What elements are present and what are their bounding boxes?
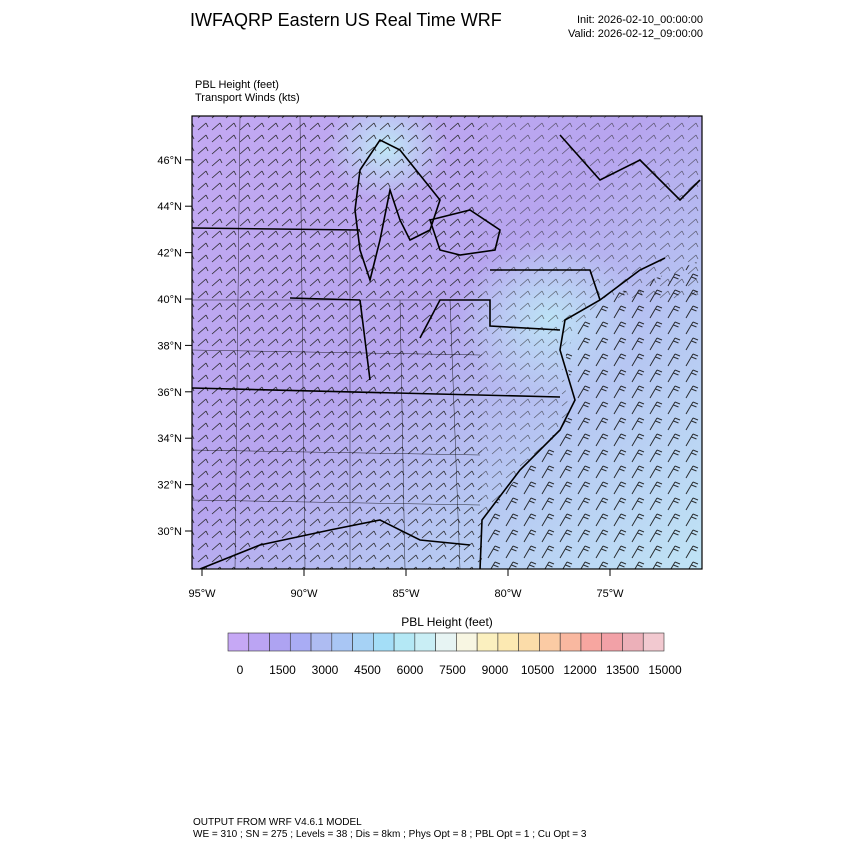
colorbar-box: [352, 632, 374, 652]
colorbar-label: 13500: [606, 663, 640, 677]
lat-label: 42°N: [157, 248, 182, 260]
colorbar-box: [331, 632, 353, 652]
title: IWFAQRP Eastern US Real Time WRF: [190, 10, 502, 30]
footer-line: WE = 310 ; SN = 275 ; Levels = 38 ; Dis …: [193, 829, 587, 840]
colorbar-label: 7500: [439, 663, 466, 677]
colorbar-label: 0: [237, 663, 244, 677]
lon-label: 75°W: [596, 588, 624, 600]
lat-label: 34°N: [157, 433, 182, 445]
colorbar-box: [310, 632, 333, 652]
colorbar-box: [559, 632, 582, 652]
colorbar-box: [456, 632, 478, 652]
colorbar-label: 10500: [521, 663, 555, 677]
lat-label: 30°N: [157, 526, 182, 538]
lat-label: 32°N: [157, 480, 182, 492]
map-ticks: 30°N 32°N 34°N 36°N 38°N 40°N 42°N 44°N 46°N 95°W…: [157, 155, 624, 600]
map-area: [192, 116, 702, 569]
colorbar-label: 9000: [482, 663, 509, 677]
colorbar-box: [435, 632, 457, 652]
colorbar-label: 3000: [312, 663, 339, 677]
colorbar-label: 4500: [354, 663, 381, 677]
colorbar-box: [539, 632, 561, 652]
colorbar-box: [414, 632, 436, 652]
colorbar-box: [642, 632, 665, 652]
lat-label: 38°N: [157, 340, 182, 352]
colorbar-box: [373, 632, 395, 652]
lat-label: 40°N: [157, 294, 182, 306]
colorbar-label: 1500: [269, 663, 296, 677]
colorbar-label: 12000: [563, 663, 597, 677]
colorbar-box: [476, 632, 499, 652]
colorbar-box: [497, 632, 519, 652]
colorbar-label: 15000: [648, 663, 682, 677]
colorbar-box: [601, 632, 623, 652]
colorbar-box: [393, 632, 416, 652]
colorbar-box: [227, 632, 250, 652]
lon-label: 90°W: [290, 588, 318, 600]
init-time: Init: 2026-02-10_00:00:00: [577, 14, 703, 26]
colorbar-box: [289, 632, 312, 652]
lat-label: 44°N: [157, 201, 182, 213]
colorbar: 0 1500 3000 4500 6000 7500 9000 10500 12000 13500…: [227, 632, 682, 677]
lat-label: 36°N: [157, 387, 182, 399]
lon-label: 95°W: [188, 588, 216, 600]
lat-label: 46°N: [157, 155, 182, 167]
footer-line: OUTPUT FROM WRF V4.6.1 MODEL: [193, 817, 362, 828]
colorbar-box: [269, 632, 291, 652]
colorbar-box: [622, 632, 644, 652]
lon-label: 85°W: [392, 588, 420, 600]
map-frame: [191, 115, 703, 570]
colorbar-label: 6000: [397, 663, 424, 677]
colorbar-box: [518, 632, 540, 652]
field-label: PBL Height (feet): [195, 79, 279, 91]
colorbar-box: [248, 632, 270, 652]
colorbar-box: [580, 632, 603, 652]
field-label: Transport Winds (kts): [195, 92, 300, 104]
valid-time: Valid: 2026-02-12_09:00:00: [568, 28, 703, 40]
colorbar-title: PBL Height (feet): [401, 615, 493, 629]
lon-label: 80°W: [494, 588, 522, 600]
